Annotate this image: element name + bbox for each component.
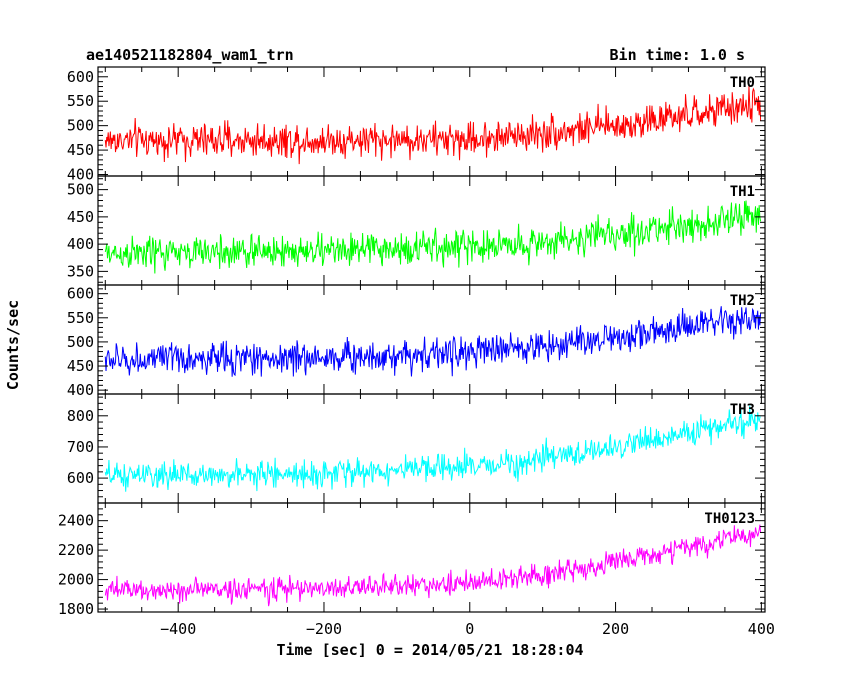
y-tick-label: 2400 <box>58 512 94 530</box>
bin-time-label: Bin time: 1.0 s <box>610 46 745 64</box>
y-tick-label: 2000 <box>58 571 94 589</box>
panel-label-th0123: TH0123 <box>704 511 755 527</box>
y-tick-label: 1800 <box>58 600 94 618</box>
y-tick-label: 600 <box>67 68 94 86</box>
series-line-th0 <box>104 85 762 165</box>
y-tick-label: 600 <box>67 285 94 303</box>
y-tick-label: 500 <box>67 117 94 135</box>
series-line-th3 <box>104 405 761 492</box>
y-tick-label: 500 <box>67 333 94 351</box>
panel-th3: 600 700 800 TH3 <box>67 393 766 504</box>
x-tick-label: 0 <box>465 620 474 638</box>
panel-th2: 400 450 500 550 600 TH2 <box>67 284 766 399</box>
x-axis-labels: −400 −200 0 200 400 <box>160 620 775 638</box>
panel-label-th0: TH0 <box>730 75 755 91</box>
y-tick-label: 450 <box>67 357 94 375</box>
series-line-th2 <box>104 306 762 377</box>
x-tick-label: −200 <box>306 620 342 638</box>
y-tick-label: 400 <box>67 381 94 399</box>
panel-th0123: 1800 2000 2200 2400 TH0123 <box>58 502 766 618</box>
x-axis-label: Time [sec] 0 = 2014/05/21 18:28:04 <box>276 641 583 659</box>
y-tick-label: 400 <box>67 235 94 253</box>
series-line-th0123 <box>104 524 762 607</box>
x-tick-label: −400 <box>160 620 196 638</box>
y-tick-label: 450 <box>67 141 94 159</box>
y-tick-label: 2200 <box>58 541 94 559</box>
y-tick-label: 550 <box>67 309 94 327</box>
y-tick-label: 350 <box>67 262 94 280</box>
y-tick-label: 400 <box>67 166 94 184</box>
chart-title: ae140521182804_wam1_trn <box>86 46 294 64</box>
x-tick-label: 200 <box>602 620 629 638</box>
panel-frame <box>97 284 766 395</box>
panel-th0: 400 450 500 550 600 TH0 <box>67 66 766 184</box>
y-axis-label: Counts/sec <box>4 300 22 390</box>
series-line-th1 <box>104 200 762 274</box>
x-tick-label: 400 <box>748 620 775 638</box>
panel-frame <box>97 175 766 286</box>
y-tick-label: 800 <box>67 407 94 425</box>
panels-group: 400 450 500 550 600 TH0 350 400 450 500 TH1 400 450 5… <box>58 66 766 618</box>
y-tick-label: 600 <box>67 469 94 487</box>
y-tick-label: 450 <box>67 208 94 226</box>
panel-th1: 350 400 450 500 TH1 <box>67 175 766 286</box>
y-tick-label: 700 <box>67 438 94 456</box>
y-tick-label: 500 <box>67 181 94 199</box>
panel-frame <box>97 393 766 504</box>
panel-label-th1: TH1 <box>730 184 755 200</box>
panel-label-th2: TH2 <box>730 293 755 309</box>
panel-label-th3: TH3 <box>730 402 755 418</box>
y-tick-label: 550 <box>67 92 94 110</box>
panel-frame <box>97 502 766 613</box>
